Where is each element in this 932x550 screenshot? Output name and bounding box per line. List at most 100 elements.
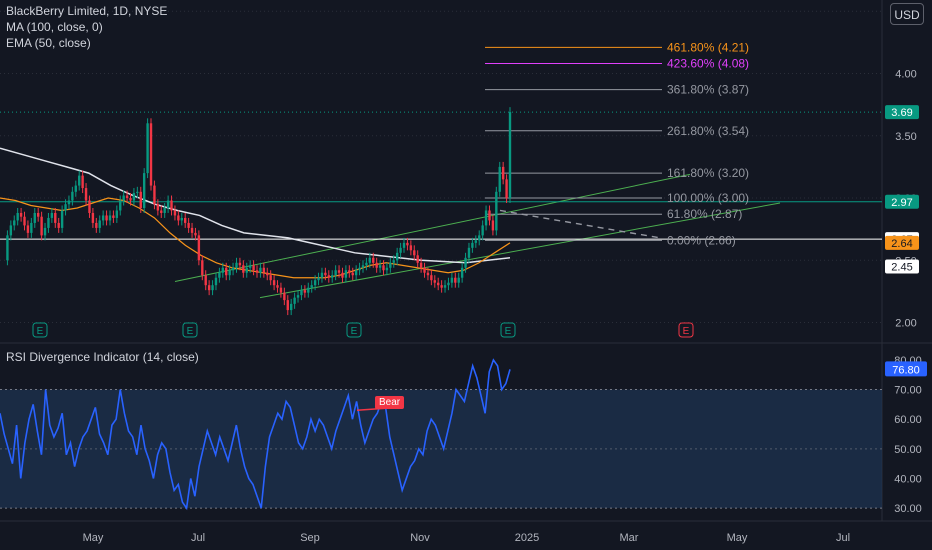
candle-body: [450, 277, 454, 283]
fib-level-label: 161.80% (3.20): [667, 166, 749, 180]
time-tick-label: May: [83, 532, 104, 544]
candle-body: [406, 242, 409, 246]
earnings-marker-label: E: [37, 326, 44, 337]
earnings-marker-label: E: [505, 326, 512, 337]
candle-body: [423, 267, 426, 273]
candle-body: [248, 265, 252, 268]
candle-body: [501, 166, 505, 180]
fib-level-label: 61.80% (2.87): [667, 207, 742, 221]
candle-body: [375, 262, 378, 268]
earnings-marker-label: E: [683, 326, 690, 337]
candle-body: [6, 235, 9, 261]
candle-body: [348, 270, 351, 273]
candle-body: [307, 287, 310, 293]
candle-body: [259, 267, 262, 273]
candle-body: [426, 272, 430, 276]
candle-body: [197, 235, 201, 261]
candle-body: [177, 215, 180, 221]
candle-body: [402, 242, 406, 248]
candle-body: [54, 212, 57, 223]
candle-body: [416, 255, 419, 263]
price-tick-label: 4.00: [895, 68, 916, 80]
candle-body: [505, 179, 508, 199]
price-badge: [885, 259, 919, 274]
candle-body: [320, 272, 324, 278]
candle-body: [269, 275, 272, 281]
candle-body: [255, 270, 259, 273]
candle-body: [132, 193, 136, 201]
candle-body: [238, 262, 242, 266]
candle-body: [361, 265, 365, 268]
time-tick-label: Jul: [836, 532, 850, 544]
earnings-marker: [678, 322, 694, 338]
candle-body: [399, 247, 402, 253]
candle-body: [242, 265, 245, 273]
candle-body: [303, 290, 307, 293]
candle-body: [122, 195, 125, 201]
rsi-tick-label: 50.00: [894, 444, 922, 456]
candle-body: [491, 220, 495, 231]
candle-body: [341, 272, 344, 278]
candle-body: [235, 262, 238, 268]
candle-body: [184, 217, 187, 223]
candle-body: [207, 285, 211, 291]
price-tick-label: 3.50: [895, 131, 916, 143]
channel-upper-line: [174, 173, 691, 282]
candle-body: [484, 210, 488, 226]
currency-button[interactable]: USD: [890, 3, 924, 25]
rsi-tick-label: 40.00: [894, 473, 922, 485]
candle-body: [252, 265, 255, 271]
candle-body: [98, 220, 101, 228]
candle-body: [146, 123, 149, 174]
candle-body: [60, 210, 64, 228]
candle-body: [478, 235, 481, 241]
candle-body: [228, 270, 231, 276]
price-badge-text: 3.69: [891, 107, 912, 119]
candle-body: [119, 200, 122, 211]
candle-body: [112, 215, 115, 218]
rsi-line: [0, 358, 511, 511]
candle-body: [300, 290, 303, 296]
candle-body: [266, 272, 269, 276]
ma-indicator-label[interactable]: MA (100, close, 0): [6, 20, 103, 34]
candle-body: [170, 200, 173, 211]
candle-body: [508, 112, 512, 199]
candle-body: [440, 285, 443, 288]
candle-body: [413, 250, 416, 256]
earnings-marker: [500, 322, 516, 338]
candle-body: [16, 212, 19, 221]
candle-body: [50, 212, 54, 218]
candle-body: [310, 285, 313, 288]
candle-body: [74, 185, 77, 192]
candle-body: [337, 270, 341, 273]
candle-body: [272, 280, 276, 286]
candle-body: [289, 303, 293, 311]
candle-body: [91, 212, 95, 223]
candle-body: [409, 245, 413, 251]
candle-body: [108, 215, 112, 221]
candle-body: [204, 275, 207, 286]
candle-body: [471, 242, 474, 248]
candle-body: [19, 212, 23, 217]
candle-body: [125, 195, 129, 199]
fib-level-label: 261.80% (3.54): [667, 124, 749, 138]
fib-level-label: 100.00% (3.00): [667, 191, 749, 205]
earnings-marker: [182, 322, 198, 338]
candle-body: [457, 277, 460, 283]
candle-body: [78, 175, 81, 186]
rsi-indicator-title[interactable]: RSI Divergence Indicator (14, close): [6, 350, 199, 364]
candle-body: [419, 262, 423, 268]
candle-body: [40, 216, 43, 236]
ema-indicator-label[interactable]: EMA (50, close): [6, 36, 91, 50]
candle-body: [218, 272, 221, 278]
candle-body: [129, 198, 132, 201]
ma100-line: [0, 147, 511, 264]
candle-body: [481, 225, 484, 236]
fib-level-label: 461.80% (4.21): [667, 40, 749, 54]
candle-body: [71, 191, 74, 201]
candle-body: [214, 277, 218, 286]
candle-body: [26, 225, 30, 233]
candle-body: [368, 257, 372, 263]
candle-body: [437, 282, 440, 286]
